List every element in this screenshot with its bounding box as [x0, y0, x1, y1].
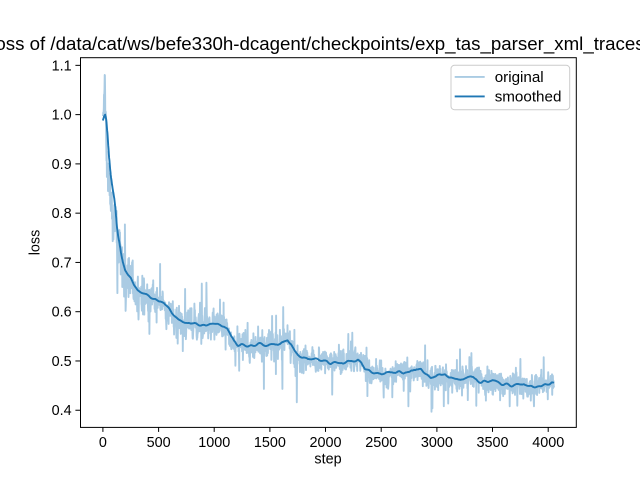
svg-text:3000: 3000 [421, 435, 453, 451]
svg-text:500: 500 [147, 435, 171, 451]
svg-text:0.5: 0.5 [52, 354, 72, 370]
svg-text:0.4: 0.4 [52, 403, 72, 419]
svg-text:loss: loss [28, 230, 44, 256]
svg-text:smoothed: smoothed [495, 89, 562, 106]
svg-text:0.9: 0.9 [52, 157, 72, 173]
svg-text:0.8: 0.8 [52, 206, 72, 222]
svg-text:original: original [495, 69, 544, 86]
svg-text:2000: 2000 [309, 435, 341, 451]
svg-text:3500: 3500 [476, 435, 508, 451]
svg-text:0: 0 [99, 435, 107, 451]
svg-text:1.0: 1.0 [52, 108, 72, 124]
svg-text:loss of /data/cat/ws/befe330h-: loss of /data/cat/ws/befe330h-dcagent/ch… [0, 33, 640, 55]
svg-text:1000: 1000 [198, 435, 230, 451]
svg-text:0.6: 0.6 [52, 305, 72, 321]
svg-text:4000: 4000 [532, 435, 564, 451]
svg-text:1.1: 1.1 [52, 58, 72, 74]
svg-text:1500: 1500 [254, 435, 286, 451]
svg-text:step: step [314, 452, 341, 468]
svg-text:0.7: 0.7 [52, 255, 72, 271]
svg-text:2500: 2500 [365, 435, 397, 451]
